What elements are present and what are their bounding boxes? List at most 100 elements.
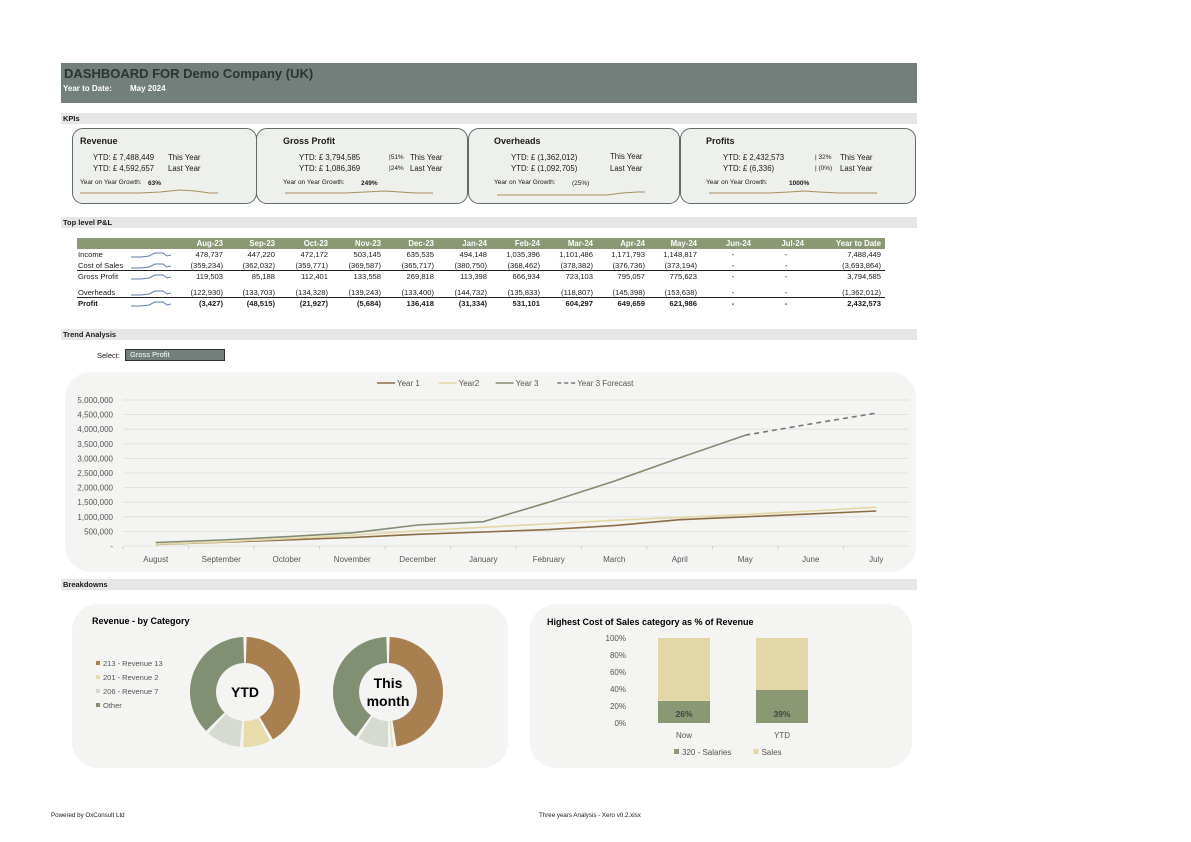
kpi-ytd-last: YTD: £ (1,092,705): [511, 164, 578, 173]
x-tick-label: December: [399, 555, 436, 564]
kpi-yoy-label: Year on Year Growth:: [494, 179, 556, 186]
pl-row-label: Gross Profit: [78, 272, 119, 281]
trend-line-chart: 5,000,000 4,500,000 4,000,000 3,500,000 3,00…: [77, 379, 909, 564]
pl-cell: (362,032): [242, 261, 275, 270]
pl-cell: (122,930): [190, 288, 223, 297]
x-tick-label: September: [202, 555, 241, 564]
kpi-card-overheads[interactable]: Overheads YTD: £ (1,362,012) This Year Y…: [468, 128, 680, 204]
x-tick-label: June: [802, 555, 820, 564]
donut-slice: [243, 717, 271, 747]
bar-segment: [658, 700, 710, 723]
pl-row-sparkline: [131, 290, 171, 296]
legend-label: Sales: [762, 748, 782, 757]
pl-cell: -: [784, 272, 788, 281]
sparkline-path: [131, 263, 171, 269]
sparkline-path: [131, 252, 171, 258]
y-tick-label: 3,500,000: [77, 440, 113, 449]
pl-cell: (48,515): [246, 299, 275, 308]
kpi-last-label: Last Year: [410, 164, 443, 173]
y-tick-label: 3,000,000: [77, 454, 113, 463]
sparkline-path: [131, 290, 171, 296]
kpi-card-profits[interactable]: Profits YTD: £ 2,432,573 | 32% This Year…: [680, 128, 916, 204]
x-tick-label: April: [672, 555, 688, 564]
kpi-ytd-last: YTD: £ 1,086,369: [299, 164, 361, 173]
x-tick-label: February: [533, 555, 565, 564]
pl-cell: (135,833): [507, 288, 540, 297]
kpi-yoy-label: Year on Year Growth:: [706, 179, 768, 186]
donut-slice: [208, 713, 243, 747]
kpi-title: Overheads: [494, 136, 541, 146]
donut-center-label: This: [374, 675, 403, 691]
pl-cell: (133,703): [242, 288, 275, 297]
pl-col-header: Jun-24: [725, 239, 751, 248]
pl-cell: 85,188: [251, 272, 275, 281]
pl-cell: 621,986: [669, 299, 697, 308]
bar-data-label: 26%: [675, 709, 692, 719]
donut-center-label: month: [367, 693, 410, 709]
pl-cell: (5,684): [356, 299, 381, 308]
pl-row-sparkline: [131, 252, 171, 258]
kpi-yoy-label: Year on Year Growth:: [80, 179, 142, 186]
pl-header-row: Aug-23 Sep-23 Oct-23 Nov-23 Dec-23 Jan-2…: [77, 238, 885, 249]
y-tick-label: 40%: [610, 685, 626, 694]
kpi-card-revenue[interactable]: Revenue YTD: £ 7,488,449 This Year YTD: …: [72, 128, 257, 204]
sparkline-path: [131, 274, 171, 280]
donut-slice: [333, 637, 388, 737]
y-tick-label: 500,000: [84, 527, 113, 536]
pl-cell: 447,220: [247, 250, 275, 259]
pl-cell: 531,101: [512, 299, 540, 308]
bar-segment: [658, 638, 710, 701]
pl-cell: (145,398): [612, 288, 645, 297]
donut-slice: [190, 637, 245, 731]
pl-cell: (134,328): [295, 288, 328, 297]
series-line: [155, 506, 877, 545]
pl-cell: -: [731, 272, 735, 281]
legend-label: 206 - Revenue 7: [103, 687, 158, 696]
y-tick-label: 1,500,000: [77, 498, 113, 507]
bar-segment: [756, 638, 808, 690]
legend-label: 201 - Revenue 2: [103, 673, 158, 682]
kpi-this-label: This Year: [610, 152, 643, 161]
legend-swatch: [96, 689, 100, 693]
y-tick-label: 1,000,000: [77, 513, 113, 522]
pl-cell: 604,297: [565, 299, 593, 308]
pl-col-header: Feb-24: [514, 239, 540, 248]
y-tick-label: -: [110, 542, 113, 551]
y-tick-label: 5,000,000: [77, 396, 113, 405]
x-tick-label: July: [869, 555, 883, 564]
kpi-card-gross-profit[interactable]: Gross Profit YTD: £ 3,794,585 |51% This …: [256, 128, 468, 204]
cost-of-sales-panel: Highest Cost of Sales category as % of R…: [530, 604, 912, 768]
pl-row-label: Overheads: [78, 288, 116, 297]
trend-select-dropdown[interactable]: Gross Profit: [125, 349, 225, 361]
y-tick-label: 0%: [614, 719, 626, 728]
x-tick-label: YTD: [774, 731, 790, 740]
pl-cell: 7,488,449: [847, 250, 881, 259]
pl-cell: (365,717): [401, 261, 434, 270]
pl-cell: (144,732): [454, 288, 487, 297]
pl-cell: -: [784, 288, 788, 297]
pl-cell: 1,148,817: [663, 250, 697, 259]
pl-cell: (376,736): [612, 261, 645, 270]
kpi-pct-this: | 32%: [815, 154, 832, 161]
pl-cell: 136,418: [406, 299, 434, 308]
legend-label: Year 1: [397, 379, 420, 388]
donut-center-label: YTD: [231, 684, 259, 700]
pl-cell: 649,659: [617, 299, 645, 308]
pl-cell: 478,737: [195, 250, 223, 259]
pl-cell: (21,927): [299, 299, 328, 308]
pl-cell: 1,171,793: [611, 250, 645, 259]
donut-slice: [358, 716, 389, 747]
series-line: [745, 412, 877, 436]
kpi-ytd-this: YTD: £ 7,488,449: [93, 153, 155, 162]
legend-label: Other: [103, 701, 122, 710]
pl-cell: 494,148: [459, 250, 487, 259]
pl-divider: [77, 270, 885, 271]
section-trend: Trend Analysis: [61, 329, 917, 340]
legend-swatch: [96, 703, 100, 707]
legend-swatch: [96, 675, 100, 679]
year-to-date-value: May 2024: [130, 84, 166, 93]
pl-cell: 112,401: [301, 272, 328, 281]
pl-cell: 3,794,585: [847, 272, 881, 281]
pl-col-header: Dec-23: [408, 239, 434, 248]
x-tick-label: Now: [676, 731, 692, 740]
